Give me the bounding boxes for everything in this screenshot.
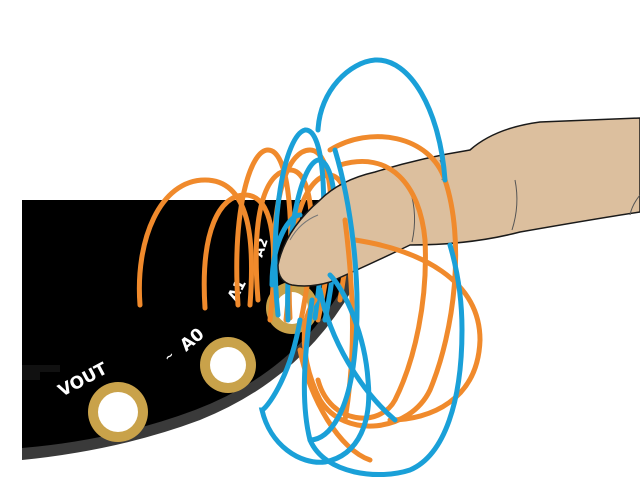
blue-loop xyxy=(301,242,465,477)
orange-loop xyxy=(136,177,255,308)
blue-loop xyxy=(269,212,303,288)
pad-vout xyxy=(88,382,148,442)
blue-loop xyxy=(307,147,360,443)
finger-crease-2 xyxy=(511,179,518,231)
finger xyxy=(277,117,640,287)
board-notch xyxy=(22,365,60,380)
field-loops-orange-front xyxy=(297,134,483,463)
blue-loop xyxy=(315,57,448,183)
blue-loop xyxy=(258,272,372,465)
blue-loop xyxy=(317,287,398,423)
orange-loop xyxy=(352,237,483,423)
pad-a0 xyxy=(200,337,256,393)
orange-loop xyxy=(315,159,428,421)
board-body xyxy=(22,200,344,448)
orange-loop xyxy=(301,134,459,429)
field-loops-blue-front xyxy=(258,57,465,477)
finger-skin xyxy=(277,117,640,287)
hand-edge xyxy=(629,194,640,216)
fingernail xyxy=(289,214,319,241)
